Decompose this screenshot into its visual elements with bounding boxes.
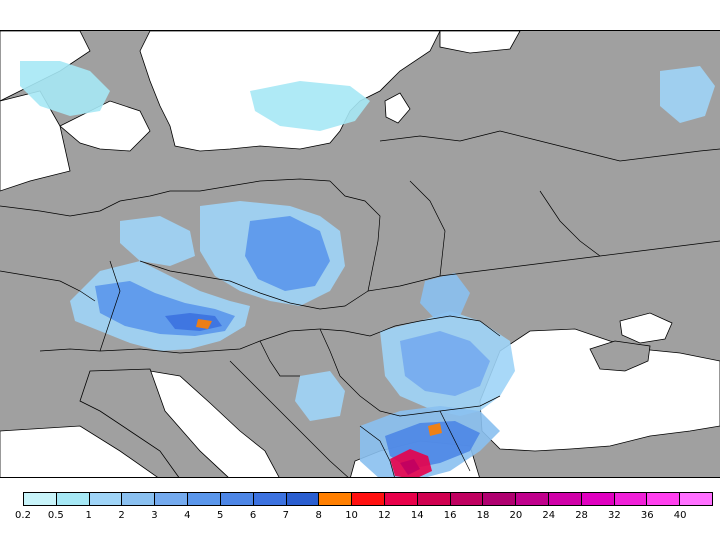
italy xyxy=(79,368,229,477)
border-line xyxy=(99,260,121,352)
sea-of-azov xyxy=(619,312,673,344)
border-line xyxy=(0,270,96,302)
border-line xyxy=(319,328,501,417)
legend-tick-label: 36 xyxy=(640,510,654,521)
legend-tick-label: 40 xyxy=(673,510,687,521)
legend-tick-label: 0.5 xyxy=(47,510,64,521)
legend-swatch xyxy=(516,493,549,505)
border-line xyxy=(229,360,349,477)
legend-swatch xyxy=(122,493,156,505)
legend-swatch xyxy=(384,493,418,505)
border-line xyxy=(259,340,300,377)
legend-tick-label: 4 xyxy=(184,510,191,521)
legend-swatch xyxy=(319,493,353,505)
legend-tick-label: 18 xyxy=(476,510,490,521)
border-line xyxy=(439,410,471,472)
border-line xyxy=(139,260,369,310)
legend-swatch xyxy=(549,493,582,505)
legend-tick-label: 3 xyxy=(151,510,158,521)
legend-tick-labels: 0.2 0.5 1 2 3 4 5 6 7 8 10 12 14 16 18 20 24 28 32 36 40 xyxy=(15,510,713,524)
legend-tick-label: 32 xyxy=(608,510,621,521)
border-line xyxy=(359,425,395,477)
legend-swatch xyxy=(253,493,287,505)
border-line xyxy=(0,178,331,217)
precip-balkan-core xyxy=(400,459,420,475)
legend-tick-label: 10 xyxy=(345,510,358,521)
country-borders xyxy=(0,130,720,477)
legend-swatch xyxy=(680,493,713,505)
legend-swatch xyxy=(56,493,90,505)
legend-tick-label: 12 xyxy=(378,510,391,521)
legend-swatch xyxy=(352,493,385,505)
border-line xyxy=(499,130,720,162)
legend: 0.2 0.5 1 2 3 4 5 6 7 8 10 12 14 16 18 20 24 28 32 36 40 xyxy=(0,488,720,540)
legend-tick-label: 14 xyxy=(410,510,424,521)
border-line xyxy=(379,130,501,142)
legend-swatch xyxy=(450,493,484,505)
legend-color-bar xyxy=(23,492,713,506)
precip-serbia-light xyxy=(295,371,345,421)
map-canvas xyxy=(0,31,720,477)
precip-west-light xyxy=(120,216,195,266)
legend-tick-label: 20 xyxy=(509,510,523,521)
legend-swatch xyxy=(188,493,221,505)
legend-tick-label: 6 xyxy=(249,510,257,521)
legend-tick-label: 28 xyxy=(575,510,588,521)
legend-swatch xyxy=(155,493,189,505)
legend-swatch xyxy=(286,493,320,505)
legend-tick-label: 5 xyxy=(216,510,224,521)
legend-tick-label: 2 xyxy=(118,510,125,521)
legend-swatch xyxy=(417,493,451,505)
precipitation-map xyxy=(0,30,720,478)
gulf-of-riga xyxy=(384,92,411,124)
border-line xyxy=(409,180,446,277)
precip-poland-medium xyxy=(245,216,330,291)
precipitation-field xyxy=(20,61,715,477)
precip-north-light xyxy=(20,61,110,116)
legend-tick-label: 7 xyxy=(282,510,290,521)
danish-straits xyxy=(59,100,151,152)
legend-swatch xyxy=(24,493,57,505)
border-line xyxy=(39,328,321,354)
precip-ukraine-north xyxy=(420,273,470,319)
precip-baltic-light xyxy=(250,81,370,131)
legend-tick-label: 0.2 xyxy=(15,510,31,521)
precip-balkan-orange xyxy=(428,423,442,436)
border-line xyxy=(319,315,501,337)
precip-alps-core xyxy=(196,319,212,329)
precip-northeast-light xyxy=(660,66,715,123)
legend-tick-label: 1 xyxy=(85,510,92,521)
legend-swatch xyxy=(89,493,123,505)
border-line xyxy=(367,240,720,292)
legend-swatch xyxy=(483,493,517,505)
legend-tick-label: 8 xyxy=(315,510,322,521)
legend-swatch xyxy=(581,493,615,505)
legend-tick-label: 24 xyxy=(542,510,556,521)
tyrrhenian-sea xyxy=(0,425,158,477)
gulf-of-finland xyxy=(439,31,521,54)
precip-east-medium xyxy=(400,331,490,396)
legend-tick-label: 16 xyxy=(443,510,457,521)
crimea xyxy=(589,340,651,372)
legend-swatch xyxy=(614,493,648,505)
legend-swatch xyxy=(220,493,254,505)
border-line xyxy=(329,180,381,292)
legend-swatch xyxy=(647,493,681,505)
border-line xyxy=(539,190,601,257)
